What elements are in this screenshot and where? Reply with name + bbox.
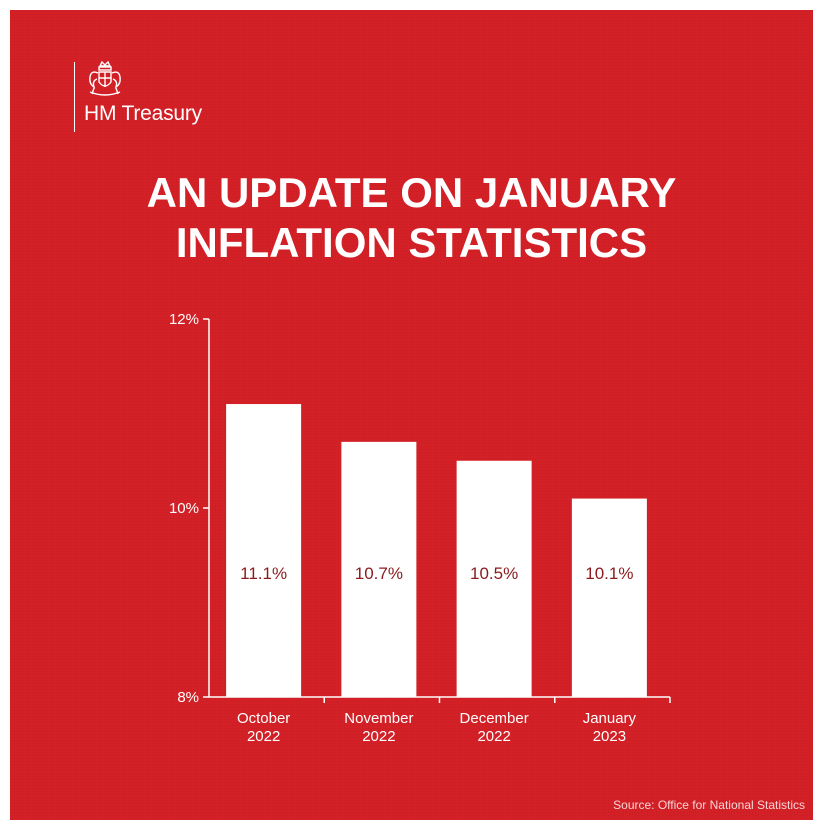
y-tick-label: 10% (169, 500, 199, 517)
bar-value-label: 10.1% (585, 564, 633, 583)
x-category-year-label: 2022 (362, 728, 395, 745)
bar (456, 460, 532, 697)
x-category-label: October (237, 710, 290, 727)
x-category-year-label: 2022 (477, 728, 510, 745)
bar-value-label: 10.5% (470, 564, 518, 583)
royal-crest-icon (89, 60, 121, 96)
title-line-1: AN UPDATE ON JANUARY (146, 169, 677, 216)
infographic-card: HM Treasury AN UPDATE ON JANUARY INFLATI… (10, 10, 813, 820)
x-category-label: November (344, 710, 413, 727)
bar (226, 404, 302, 697)
y-tick-label: 12% (169, 311, 199, 328)
x-category-year-label: 2023 (593, 728, 626, 745)
page-title: AN UPDATE ON JANUARY INFLATION STATISTIC… (10, 168, 813, 268)
bar (571, 498, 647, 697)
logo-divider (74, 62, 75, 132)
bar (341, 441, 417, 697)
title-line-2: INFLATION STATISTICS (175, 219, 648, 266)
x-category-label: January (583, 710, 637, 727)
brand-name: HM Treasury (84, 102, 202, 125)
y-tick-label: 8% (177, 689, 199, 706)
bar-value-label: 11.1% (240, 564, 287, 583)
source-note: Source: Office for National Statistics (613, 798, 805, 812)
bar-value-label: 10.7% (355, 564, 403, 583)
x-category-year-label: 2022 (247, 728, 280, 745)
inflation-bar-chart: 8%10%12%11.1%October202210.7%November202… (169, 311, 671, 745)
x-category-label: December (460, 710, 529, 727)
